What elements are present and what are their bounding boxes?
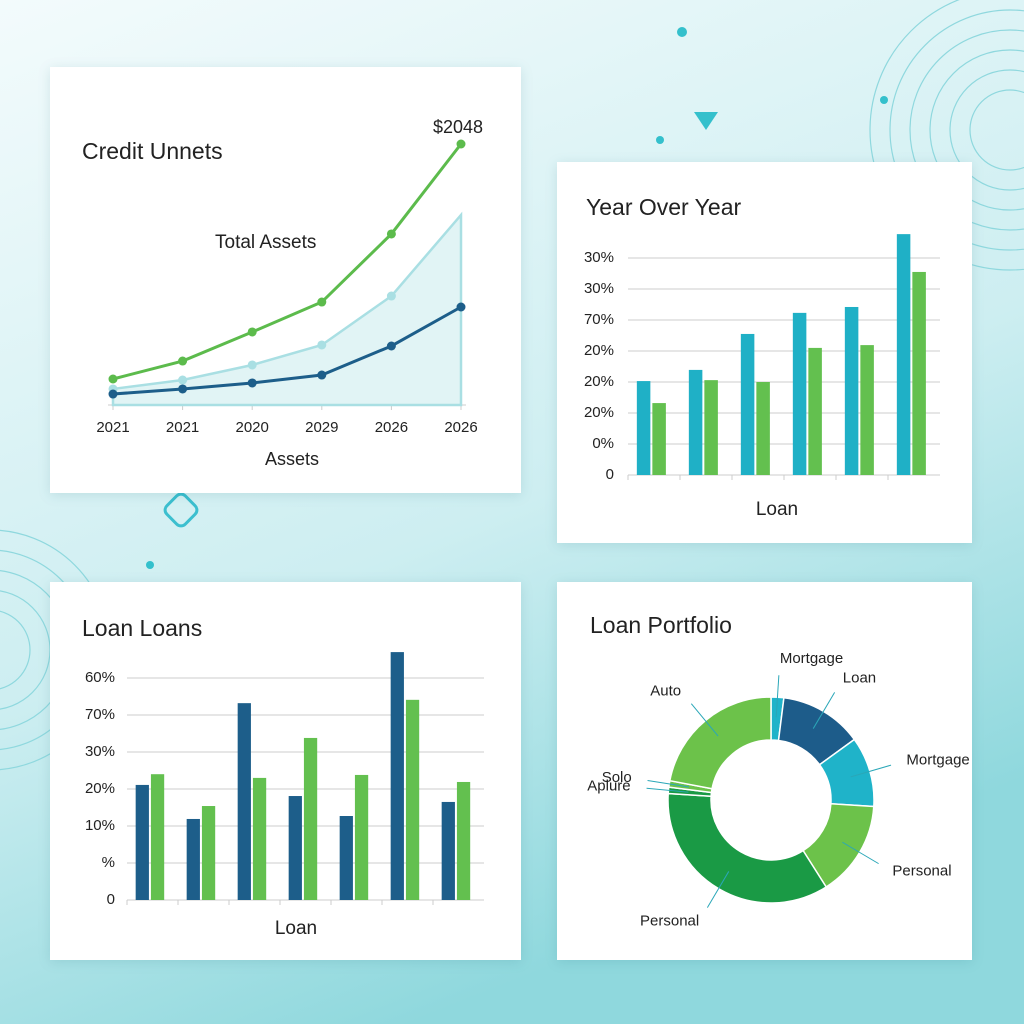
bar (201, 806, 216, 900)
line (112, 143, 463, 381)
bar (456, 781, 471, 900)
y-tick-label: 30% (85, 743, 115, 760)
bar (740, 333, 755, 475)
leader-line (646, 787, 689, 793)
bar (756, 382, 770, 475)
y-tick-label: 20% (584, 404, 614, 421)
slice-label: Personal (640, 912, 699, 929)
point (456, 139, 466, 149)
bar (441, 801, 455, 900)
y-tick-label: 30% (584, 280, 614, 297)
x-tick-label: 2021 (166, 419, 199, 436)
y-tick-label: 0% (592, 435, 614, 452)
bar (405, 699, 420, 900)
y-tick-label: % (102, 854, 115, 871)
leader-line (842, 841, 879, 865)
y-tick-label: 0 (606, 466, 614, 483)
bar (186, 818, 200, 900)
chart-title: Credit Unnets (82, 138, 223, 164)
x-axis-label: Loan (275, 918, 317, 939)
point (247, 360, 257, 370)
bar (704, 380, 718, 475)
bar (288, 796, 302, 900)
bar (860, 345, 874, 475)
point (317, 370, 327, 380)
decoration (880, 96, 888, 104)
slice-label: Mortgage (780, 650, 843, 667)
point (456, 302, 466, 312)
leader-line (647, 779, 690, 788)
bar (652, 403, 666, 475)
bar (237, 703, 251, 900)
point (317, 340, 327, 350)
point (178, 356, 188, 366)
annotation: Total Assets (215, 232, 316, 253)
bar (896, 234, 911, 475)
leader-line (690, 703, 719, 737)
y-tick-label: 0 (107, 891, 115, 908)
x-tick-label: 2026 (375, 419, 408, 436)
bar (303, 737, 318, 900)
bar (150, 774, 165, 900)
bar (844, 306, 859, 475)
point (386, 229, 396, 239)
line (112, 305, 462, 396)
y-tick-label: 70% (85, 706, 115, 723)
y-tick-label: 10% (85, 817, 115, 834)
point (247, 327, 257, 337)
bar (808, 347, 822, 475)
point (317, 297, 327, 307)
slice (668, 696, 772, 790)
slice-label: Auto (650, 682, 681, 699)
x-tick-label: 2029 (305, 419, 338, 436)
x-axis-label: Loan (756, 499, 798, 520)
point (108, 374, 118, 384)
bar (354, 774, 369, 900)
point (178, 375, 188, 385)
chart-title: Year Over Year (586, 194, 741, 220)
slice-label: Personal (892, 863, 951, 880)
leader-line (812, 692, 836, 729)
decoration (146, 561, 154, 569)
x-tick-label: 2020 (236, 419, 269, 436)
leader-line (775, 675, 780, 718)
bar (339, 816, 353, 900)
x-tick-label: 2026 (444, 419, 477, 436)
point (386, 291, 396, 301)
y-tick-label: 30% (584, 249, 614, 266)
bar (390, 652, 404, 900)
slice (667, 792, 828, 904)
card (50, 67, 521, 493)
y-tick-label: 70% (584, 311, 614, 328)
data-label: $2048 (433, 117, 483, 137)
slice-label: Solo (602, 769, 632, 786)
y-tick-label: 60% (85, 669, 115, 686)
decoration (677, 27, 687, 37)
bar (688, 369, 703, 475)
bar (252, 777, 267, 900)
x-axis-label: Assets (265, 449, 319, 469)
bar (636, 381, 651, 475)
point (108, 389, 118, 399)
point (247, 378, 257, 388)
chart-title: Loan Portfolio (590, 612, 732, 638)
bar (912, 271, 926, 475)
y-tick-label: 20% (584, 373, 614, 390)
bar (135, 784, 149, 900)
bar (792, 312, 807, 475)
slice-label: Loan (843, 670, 876, 687)
decoration (656, 136, 664, 144)
y-tick-label: 20% (584, 342, 614, 359)
x-tick-label: 2021 (96, 419, 129, 436)
point (386, 341, 396, 351)
y-tick-label: 20% (85, 780, 115, 797)
decoration (694, 112, 718, 130)
chart-title: Loan Loans (82, 615, 202, 641)
slice-label: Aplure (587, 778, 630, 795)
leader-line (706, 871, 730, 908)
slice-label: Mortgage (906, 752, 969, 769)
leader-line (850, 764, 892, 778)
point (178, 384, 188, 394)
